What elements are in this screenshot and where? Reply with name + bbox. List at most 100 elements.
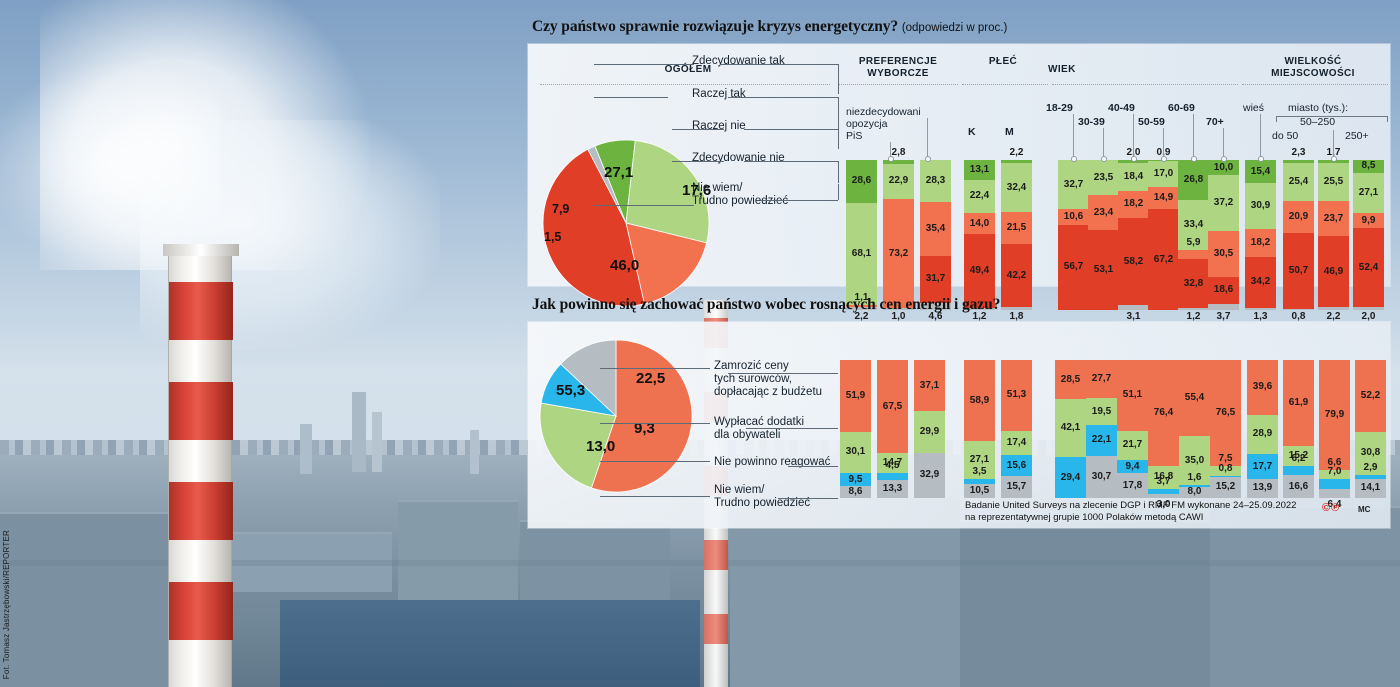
callout-connector-vert — [838, 64, 839, 94]
pie-wrapper-chart2 — [536, 338, 696, 499]
bar-column: 13,1 22,4 14,0 49,4 1,2 — [964, 160, 995, 321]
segment-value: 68,1 — [851, 247, 872, 259]
column-label: do 50 — [1272, 130, 1299, 142]
segment-value: 14,7 — [882, 457, 903, 469]
segment-value: 32,8 — [1183, 277, 1204, 289]
bar-column: 28,6 68,1 1,1 2,2 — [846, 160, 877, 321]
segment-value: 23,4 — [1093, 206, 1114, 218]
bar-segment: 23,5 — [1088, 160, 1119, 196]
segment-value: 52,2 — [1360, 390, 1381, 402]
bar-segment: 79,9 — [1319, 360, 1350, 471]
bar-segment: 51,3 — [1001, 360, 1032, 431]
segment-value: 23,7 — [1323, 212, 1344, 224]
legend-callout-line: Trudno powiedzieć — [714, 497, 811, 509]
bar-segment: 55,4 — [1179, 360, 1210, 437]
segment-value: 76,5 — [1215, 406, 1236, 418]
segment-value: 33,4 — [1183, 219, 1204, 231]
bar-segment: 39,6 — [1247, 360, 1278, 415]
rule-0 — [838, 84, 958, 85]
callout-connector — [594, 64, 694, 65]
bar-column: 10,0 37,2 30,5 18,6 3,7 — [1208, 160, 1239, 321]
callout-connector — [600, 368, 710, 369]
legend-callout-line: Nie wiem/ — [692, 182, 743, 194]
callout-connector — [672, 161, 724, 162]
segment-value: 8,0 — [1187, 486, 1202, 498]
pie-value-label: 13,0 — [586, 438, 616, 455]
bar-segment: 15,7 — [1001, 476, 1032, 498]
bar-segment: 3,7 — [1148, 476, 1179, 494]
leader-line — [1191, 114, 1197, 162]
bar-column: 8,5 27,1 9,9 52,4 2,0 — [1353, 160, 1384, 321]
rule-overall — [540, 84, 830, 85]
bar-column: 0,917,014,967,2 — [1148, 148, 1179, 310]
callout-connector-right — [746, 428, 838, 429]
segment-value: 22,9 — [888, 175, 909, 187]
bar-segment: 15,2 — [1283, 445, 1314, 467]
legend-callout-line: Trudno powiedzieć — [692, 195, 789, 207]
bar-segment: 16,8 — [1148, 465, 1179, 489]
bar-segment: 2,9 — [1355, 462, 1386, 479]
segment-value: 8,5 — [1361, 160, 1376, 172]
segment-value: 10,5 — [969, 484, 990, 496]
bar-segment: 22,9 — [883, 164, 914, 199]
bar-segment: 28,5 — [1055, 360, 1086, 400]
segment-value: 51,1 — [1122, 389, 1143, 401]
callout-connector-vert — [838, 184, 839, 200]
bar-column: 2,018,418,258,23,1 — [1118, 148, 1149, 321]
segment-value: 46,9 — [1323, 265, 1344, 277]
bar-column: 76,4 16,8 3,7 3,0 — [1148, 360, 1179, 509]
segment-value: 58,9 — [969, 394, 990, 406]
group-header-line: WIEK — [1048, 64, 1076, 75]
bar-segment: 18,2 — [1118, 190, 1149, 218]
bar-column: 79,9 6,6 7,0 6,4 — [1319, 360, 1350, 509]
segment-value: 7,0 — [1327, 466, 1342, 478]
chart1-title: Czy państwo sprawnie rozwiązuje kryzys e… — [528, 18, 1390, 42]
bar-segment: 13,9 — [1247, 478, 1278, 498]
bar-segment: 42,2 — [1001, 244, 1032, 308]
segment-value: 28,6 — [851, 175, 872, 187]
segment-value: 2,9 — [1363, 461, 1378, 473]
bar-segment: 0,8 — [1210, 463, 1241, 477]
bar-column: 61,9 15,2 6,2 16,6 — [1283, 360, 1314, 498]
segment-value: 50,7 — [1288, 264, 1309, 276]
bar-segment: 20,9 — [1283, 201, 1314, 233]
segment-value: 14,0 — [969, 217, 990, 229]
bar-segment: 34,2 — [1245, 256, 1276, 309]
bar-segment: 17,8 — [1117, 473, 1148, 498]
leader-line — [1221, 128, 1227, 162]
industrial-building-7 — [1210, 506, 1400, 687]
bar-segment: 14,7 — [877, 453, 908, 474]
segment-value: 37,2 — [1213, 196, 1234, 208]
bar-segment: 49,4 — [964, 234, 995, 309]
bar-segment: 1,8 — [1001, 307, 1032, 321]
segment-value: 27,1 — [1358, 187, 1379, 199]
segment-value: 31,7 — [925, 273, 946, 285]
segment-value: 13,1 — [969, 163, 990, 175]
segment-value: 17,7 — [1252, 460, 1273, 472]
bar-segment: 2,0 — [1353, 306, 1384, 321]
bar-segment: 28,6 — [846, 160, 877, 203]
bar-segment: 8,6 — [840, 486, 871, 498]
segment-value: 49,4 — [969, 265, 990, 277]
segment-value: 30,1 — [845, 446, 866, 458]
bar-segment: 2,2 — [1318, 306, 1349, 321]
segment-value: 7,5 — [1218, 452, 1233, 464]
segment-value: 29,4 — [1060, 471, 1081, 483]
column-label: miasto (tys.): — [1288, 102, 1349, 114]
segment-value: 6,4 — [1327, 498, 1342, 510]
bar-column: 52,2 30,8 2,9 14,1 — [1355, 360, 1386, 498]
bar-segment: 4,5 — [877, 461, 908, 480]
column-label: opozycja — [846, 118, 888, 130]
legend-callout: Nie wiem/Trudno powiedzieć — [714, 484, 810, 510]
bar-segment: 30,5 — [1208, 230, 1239, 277]
segment-value: 16,8 — [1153, 471, 1174, 483]
legend-callout: Nie powinno reagować — [714, 456, 830, 469]
pie-chart — [539, 339, 693, 493]
legend-callout-line: Zdecydowanie tak — [692, 55, 785, 67]
column-label: M — [1005, 126, 1014, 138]
source-note-line2: na reprezentatywnej grupie 1000 Polaków … — [965, 512, 1204, 523]
leader-line — [925, 118, 931, 162]
bar-segment: 1,3 — [1245, 308, 1276, 321]
bar-segment: 0,8 — [1283, 308, 1314, 321]
bar-segment: 10,5 — [964, 483, 995, 498]
